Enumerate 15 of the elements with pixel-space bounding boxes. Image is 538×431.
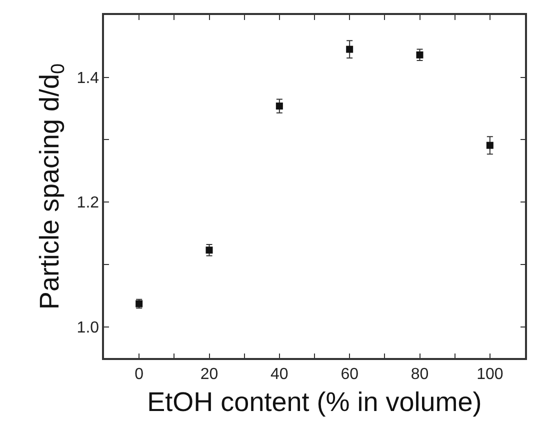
x-tick-label: 20 — [200, 366, 218, 383]
x-tick-label: 60 — [340, 366, 359, 383]
point — [346, 46, 354, 53]
point — [276, 102, 283, 110]
x-tick-label: 100 — [476, 366, 504, 383]
y-tick-label: 1.2 — [76, 194, 100, 212]
x-tick-label: 80 — [410, 366, 429, 383]
x-tick-label: 0 — [134, 366, 144, 383]
x-axis-title: EtOH content (% in volume) — [147, 386, 482, 417]
y-tick-label: 1.4 — [76, 70, 100, 87]
point — [486, 142, 494, 149]
y-tick-label: 1.0 — [76, 319, 100, 336]
point — [416, 51, 424, 58]
x-tick-label: 40 — [270, 366, 288, 383]
point — [206, 246, 213, 254]
